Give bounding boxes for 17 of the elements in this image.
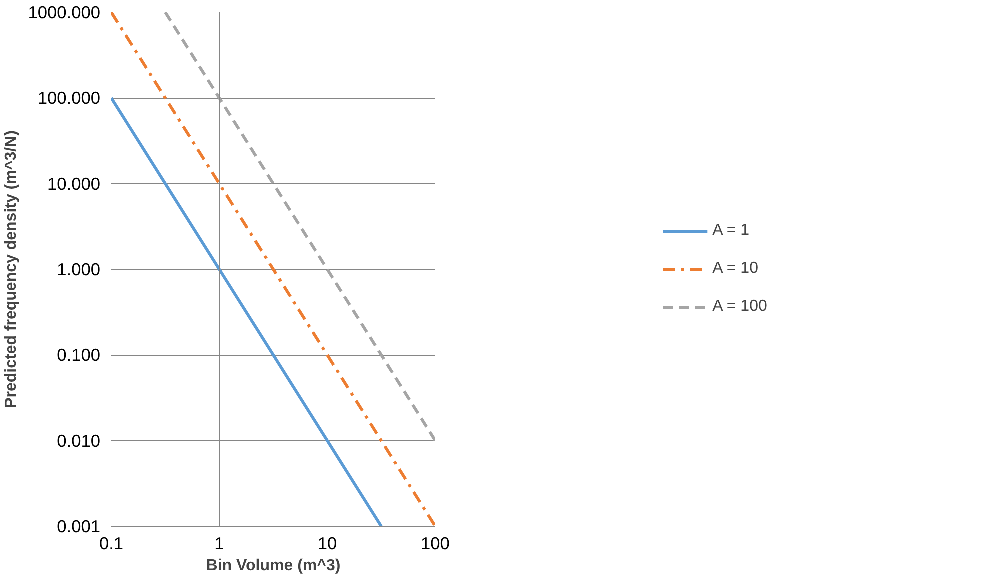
y-tick-label: 0.100 bbox=[57, 345, 101, 366]
y-tick-label: 0.001 bbox=[57, 516, 101, 536]
x-tick-label: 0.1 bbox=[99, 534, 124, 554]
y-axis-title: Predicted frequency density (m^3/N) bbox=[3, 130, 20, 408]
y-tick-label: 100.000 bbox=[38, 88, 101, 108]
legend-label: A = 1 bbox=[712, 222, 750, 240]
x-tick-label: 1 bbox=[214, 534, 224, 554]
line-series bbox=[112, 12, 436, 526]
y-tick-label: 1.000 bbox=[57, 260, 101, 280]
x-tick-label: 100 bbox=[421, 534, 450, 554]
y-tick-label: 10.000 bbox=[48, 174, 100, 194]
legend-label: A = 100 bbox=[712, 298, 768, 316]
y-tick-label: 0.010 bbox=[57, 430, 101, 451]
legend-label: A = 10 bbox=[712, 260, 758, 278]
x-tick-label: 10 bbox=[318, 534, 338, 554]
y-tick-label: 1000.000 bbox=[28, 2, 101, 22]
x-axis-title: Bin Volume (m^3) bbox=[206, 558, 341, 574]
